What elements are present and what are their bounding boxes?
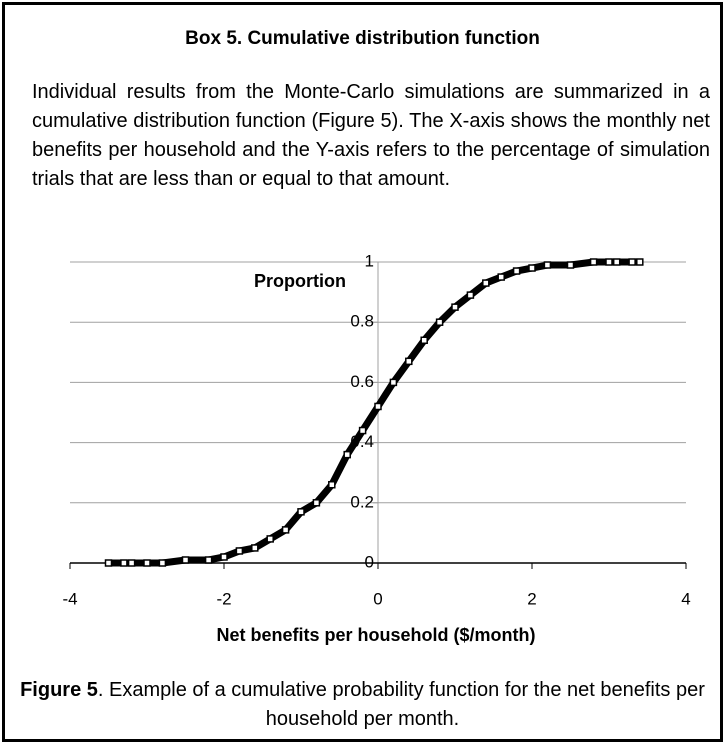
data-point [374,402,382,411]
data-point [266,535,274,543]
data-point [127,559,136,567]
x-tick-label: 4 [681,589,690,608]
cdf-curve [108,258,640,567]
x-tick-label: 0 [373,589,382,608]
data-point [566,261,575,269]
data-point [451,303,459,311]
data-point [343,450,351,459]
data-point [120,559,128,567]
data-point [389,378,398,387]
data-point [158,559,167,567]
data-point [435,318,444,326]
y-tick-label: 0.8 [350,312,374,331]
data-point [405,357,413,366]
box-title: Box 5. Cumulative distribution function [185,28,540,49]
data-point [235,547,244,555]
data-point [636,258,644,266]
data-point [181,556,190,564]
data-point [204,556,213,564]
data-point [512,267,521,275]
data-point [605,258,613,266]
data-point [143,559,151,567]
data-point [466,291,475,299]
data-point [612,258,621,266]
data-point [104,559,113,567]
data-point [281,526,290,534]
data-point [251,544,259,552]
data-point [589,258,598,266]
x-tick-label: 2 [527,589,536,608]
data-point [628,258,636,266]
y-tick-label: 0 [365,552,374,571]
data-point [482,279,490,287]
x-tick-label: -4 [62,589,77,608]
data-point [328,480,336,489]
x-tick-label: -2 [216,589,231,608]
y-tick-label: 0.2 [350,492,374,511]
figure-caption: Figure 5. Example of a cumulative probab… [20,676,705,734]
data-point [297,508,305,516]
box-paragraph: Individual results from the Monte-Carlo … [32,81,710,190]
caption-label: Figure 5 [20,679,98,701]
y-axis-title: Proportion [254,271,346,291]
caption-text: . Example of a cumulative probability fu… [97,679,705,730]
data-point [312,499,321,507]
data-point [420,336,428,345]
x-axis-title: Net benefits per household ($/month) [216,625,535,645]
y-tick-label: 1 [365,251,374,270]
data-point [528,264,536,272]
y-tick-label: 0.6 [350,372,374,391]
data-point [497,273,505,281]
data-point [358,426,367,435]
data-point [543,261,552,269]
data-point [220,553,228,561]
